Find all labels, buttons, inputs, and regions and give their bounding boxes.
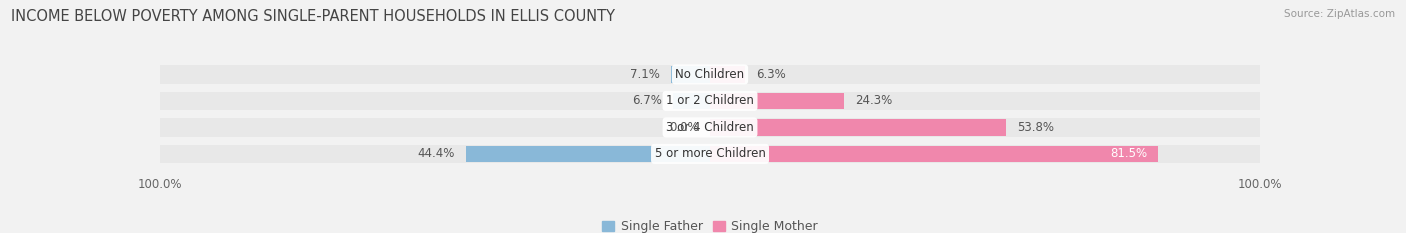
Text: 6.7%: 6.7% [633, 94, 662, 107]
Legend: Single Father, Single Mother: Single Father, Single Mother [598, 215, 823, 233]
Bar [160, 65, 710, 84]
Text: 0.0%: 0.0% [669, 121, 699, 134]
Bar [160, 118, 710, 137]
Bar [710, 118, 1260, 137]
Text: 44.4%: 44.4% [418, 147, 454, 160]
Text: 3 or 4 Children: 3 or 4 Children [666, 121, 754, 134]
Text: No Children: No Children [675, 68, 745, 81]
Text: 53.8%: 53.8% [1017, 121, 1054, 134]
Text: 24.3%: 24.3% [855, 94, 891, 107]
Bar [710, 93, 844, 109]
Bar [673, 93, 710, 109]
Bar [160, 92, 710, 110]
Text: 7.1%: 7.1% [630, 68, 659, 81]
Text: INCOME BELOW POVERTY AMONG SINGLE-PARENT HOUSEHOLDS IN ELLIS COUNTY: INCOME BELOW POVERTY AMONG SINGLE-PARENT… [11, 9, 616, 24]
Bar [710, 119, 1007, 136]
Text: 6.3%: 6.3% [755, 68, 786, 81]
Text: 1 or 2 Children: 1 or 2 Children [666, 94, 754, 107]
Text: 5 or more Children: 5 or more Children [655, 147, 765, 160]
Bar [710, 65, 1260, 84]
Bar [160, 145, 710, 163]
Bar [671, 66, 710, 83]
Bar [710, 145, 1260, 163]
Bar [710, 146, 1159, 162]
Bar [710, 66, 745, 83]
Text: 81.5%: 81.5% [1111, 147, 1147, 160]
Text: Source: ZipAtlas.com: Source: ZipAtlas.com [1284, 9, 1395, 19]
Bar [710, 92, 1260, 110]
Bar [465, 146, 710, 162]
